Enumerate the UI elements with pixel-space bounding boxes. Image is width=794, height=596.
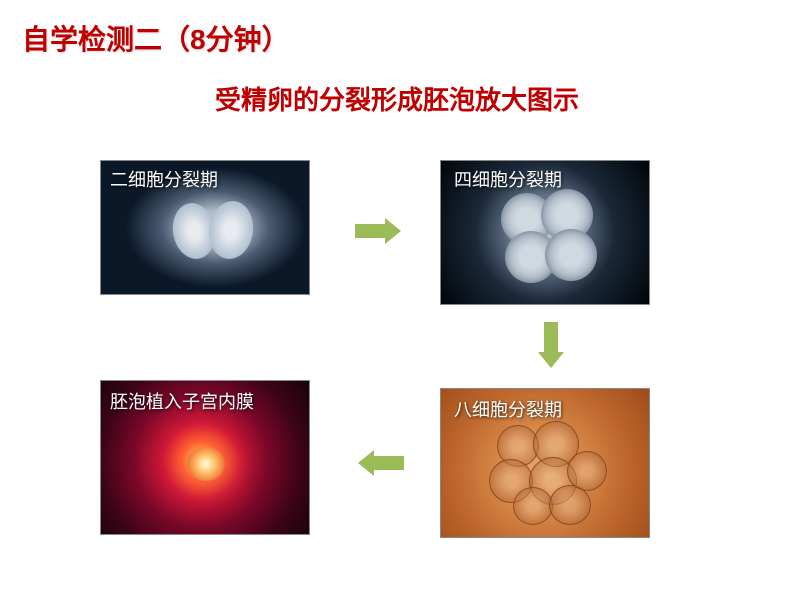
slide-title: 自学检测二（8分钟）	[22, 18, 290, 58]
two-cell-label: 二细胞分裂期	[110, 166, 218, 192]
four-cell-label: 四细胞分裂期	[454, 166, 562, 192]
eight-cell-cluster	[489, 421, 609, 526]
eight-cell-label: 八细胞分裂期	[454, 396, 562, 422]
arrow-down-icon	[538, 322, 564, 368]
arrow-left-icon	[358, 450, 404, 476]
arrow-right-icon	[355, 218, 401, 244]
slide-subtitle: 受精卵的分裂形成胚泡放大图示	[0, 80, 794, 117]
four-cell-cluster	[501, 189, 596, 284]
implantation-label: 胚泡植入子宫内膜	[110, 388, 254, 414]
